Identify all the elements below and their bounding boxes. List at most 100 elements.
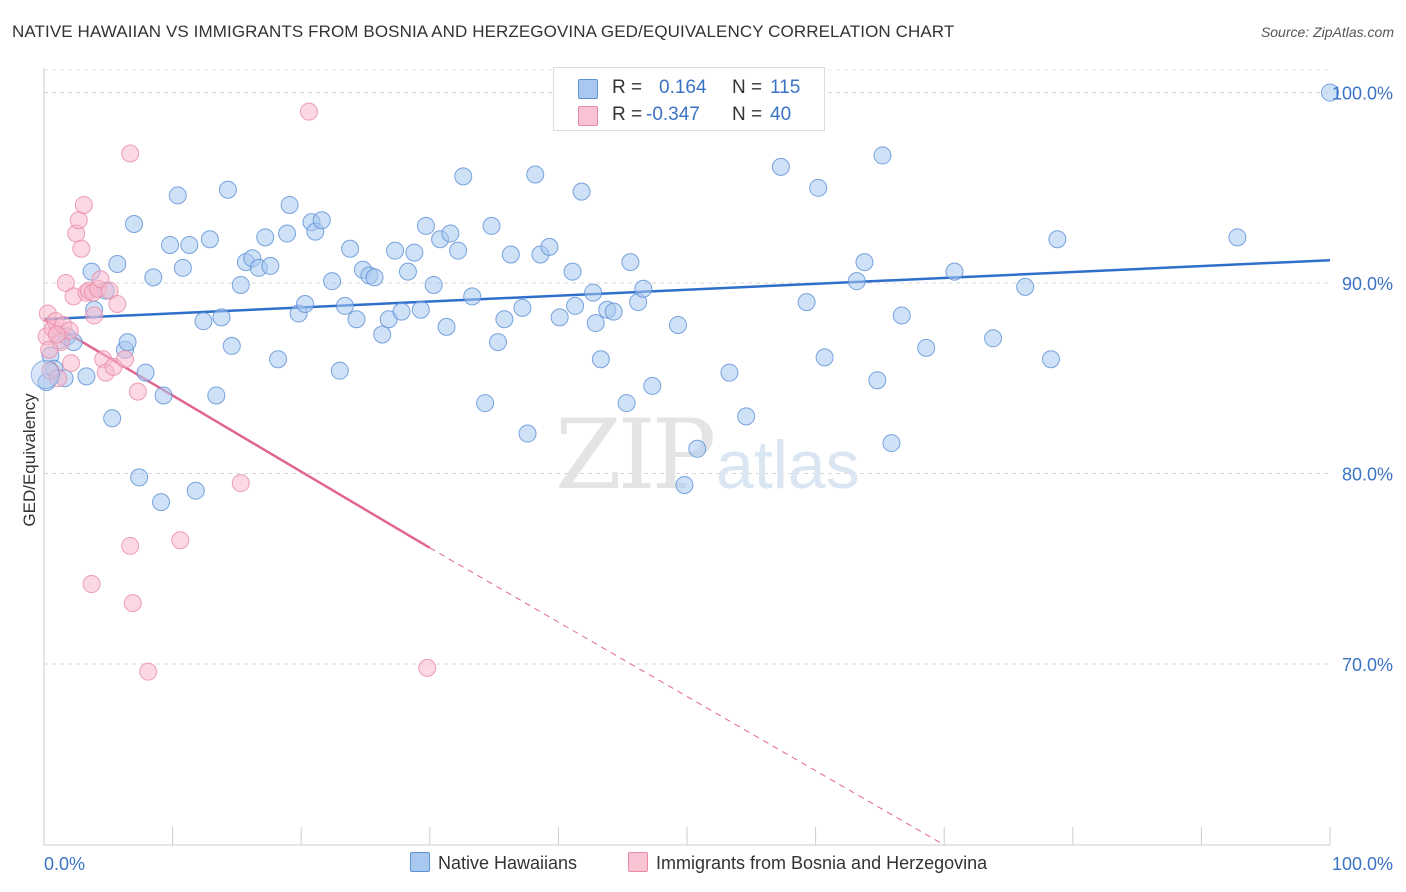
native-hawaiians-point xyxy=(152,493,171,512)
native-hawaiians-point xyxy=(168,186,187,205)
watermark: ZIP atlas xyxy=(555,399,860,511)
native-hawaiians-point xyxy=(118,333,137,352)
bosnia-point xyxy=(299,102,318,121)
native-hawaiians-point xyxy=(621,253,640,272)
native-hawaiians-point xyxy=(194,312,213,331)
native-hawaiians-point xyxy=(463,287,482,306)
y-axis-title: GED/Equivalency xyxy=(20,393,39,527)
native-hawaiians-point xyxy=(488,333,507,352)
native-hawaiians-point xyxy=(341,239,360,258)
native-hawaiians-point xyxy=(482,216,501,235)
native-hawaiians-point xyxy=(441,224,460,243)
native-hawaiians-point xyxy=(476,394,495,413)
bosnia-point xyxy=(121,536,140,555)
source-label: Source: ZipAtlas.com xyxy=(1260,24,1394,40)
native-hawaiians-point xyxy=(405,243,424,262)
native-hawaiians-point xyxy=(737,407,756,426)
bosnia-point xyxy=(74,195,93,214)
native-hawaiians-point xyxy=(161,235,180,254)
bottom-legend-item-pink: Immigrants from Bosnia and Herzegovina xyxy=(628,852,987,874)
bosnia-point xyxy=(47,325,66,344)
bosnia-point xyxy=(82,575,101,594)
native-hawaiians-point xyxy=(855,253,874,272)
native-hawaiians-point xyxy=(180,235,199,254)
native-hawaiians-point xyxy=(173,258,192,277)
native-hawaiians-point xyxy=(668,315,687,334)
bosnia-point xyxy=(128,382,147,401)
native-hawaiians-point xyxy=(882,434,901,453)
native-hawaiians-point xyxy=(847,272,866,291)
grid-layer xyxy=(44,69,1330,665)
native-hawaiians-point xyxy=(454,167,473,186)
native-hawaiians-point xyxy=(280,195,299,214)
native-hawaiians-trendline xyxy=(43,258,1331,321)
native-hawaiians-point xyxy=(526,165,545,184)
native-hawaiians-point xyxy=(495,310,514,329)
bosnia-point xyxy=(418,658,437,677)
x-tick-label: 100.0% xyxy=(1332,854,1393,874)
native-hawaiians-point xyxy=(1228,228,1247,247)
native-hawaiians-point xyxy=(1321,83,1339,102)
legend-swatch-pink xyxy=(578,106,598,126)
legend-n-label: N = xyxy=(732,104,763,125)
bosnia-point xyxy=(72,239,91,258)
native-hawaiians-point xyxy=(323,272,342,291)
native-hawaiians-point xyxy=(373,325,392,344)
native-hawaiians-point xyxy=(77,367,96,386)
native-hawaiians-point xyxy=(892,306,911,325)
legend-box: R = 0.164 N = 115 R = -0.347 N = 40 xyxy=(553,67,825,131)
bosnia-point xyxy=(85,306,104,325)
native-hawaiians-point xyxy=(572,182,591,201)
native-hawaiians-point xyxy=(617,394,636,413)
axis-layer xyxy=(43,68,1331,846)
native-hawaiians-point xyxy=(200,230,219,249)
native-hawaiians-point xyxy=(1041,350,1060,369)
native-hawaiians-point xyxy=(296,295,315,314)
legend-row-pink: R = -0.347 N = 40 xyxy=(554,101,824,127)
native-hawaiians-point xyxy=(330,361,349,380)
native-hawaiians-point xyxy=(218,180,237,199)
native-hawaiians-point xyxy=(720,363,739,382)
native-hawaiians-point xyxy=(136,363,155,382)
native-hawaiians-point xyxy=(550,308,569,327)
native-hawaiians-point xyxy=(365,268,384,287)
native-hawaiians-point xyxy=(130,468,149,487)
native-hawaiians-point xyxy=(154,386,173,405)
y-tick-label: 70.0% xyxy=(1342,655,1393,675)
watermark-zip: ZIP xyxy=(555,399,714,511)
bosnia-point xyxy=(56,274,75,293)
legend-n-value: 115 xyxy=(770,77,801,98)
legend-r-label: R = xyxy=(612,77,643,98)
bottom-legend-item-blue: Native Hawaiians xyxy=(410,852,577,874)
watermark-atlas: atlas xyxy=(716,427,860,503)
native-hawaiians-point xyxy=(269,350,288,369)
native-hawaiians-point xyxy=(501,245,520,264)
native-hawaiians-point xyxy=(868,371,887,390)
legend-row-blue: R = 0.164 N = 115 xyxy=(554,74,824,100)
native-hawaiians-point xyxy=(945,262,964,281)
native-hawaiians-point xyxy=(108,255,127,274)
points-layer xyxy=(30,81,1339,681)
legend-r-value: 0.164 xyxy=(659,77,707,98)
bosnia-point xyxy=(100,281,119,300)
native-hawaiians-point xyxy=(411,300,430,319)
native-hawaiians-point xyxy=(566,296,585,315)
native-hawaiians-point xyxy=(144,268,163,287)
legend-swatch-blue xyxy=(578,79,598,99)
native-hawaiians-point xyxy=(518,424,537,443)
native-hawaiians-point xyxy=(688,439,707,458)
bottom-legend-swatch-pink xyxy=(628,852,648,872)
native-hawaiians-point xyxy=(771,157,790,176)
native-hawaiians-point xyxy=(231,275,250,294)
native-hawaiians-point xyxy=(212,308,231,327)
bottom-legend-swatch-blue xyxy=(410,852,430,872)
native-hawaiians-point xyxy=(103,409,122,428)
bosnia-point xyxy=(108,295,127,314)
native-hawaiians-point xyxy=(675,475,694,494)
native-hawaiians-point xyxy=(207,386,226,405)
native-hawaiians-point xyxy=(634,279,653,298)
native-hawaiians-point xyxy=(125,215,144,234)
native-hawaiians-point xyxy=(643,376,662,395)
native-hawaiians-point xyxy=(604,302,623,321)
